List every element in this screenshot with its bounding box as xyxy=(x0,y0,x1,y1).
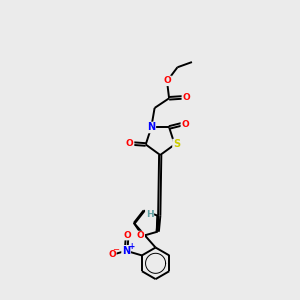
Text: O: O xyxy=(108,250,116,259)
Text: O: O xyxy=(136,231,144,240)
Text: O: O xyxy=(182,93,190,102)
Text: N: N xyxy=(122,246,130,256)
Text: H: H xyxy=(146,210,153,219)
Text: O: O xyxy=(164,76,171,85)
Text: N: N xyxy=(147,122,155,133)
Text: +: + xyxy=(128,242,134,251)
Text: O: O xyxy=(181,120,189,129)
Text: −: − xyxy=(112,245,120,254)
Text: O: O xyxy=(126,139,134,148)
Text: S: S xyxy=(173,140,180,149)
Text: O: O xyxy=(124,231,131,240)
